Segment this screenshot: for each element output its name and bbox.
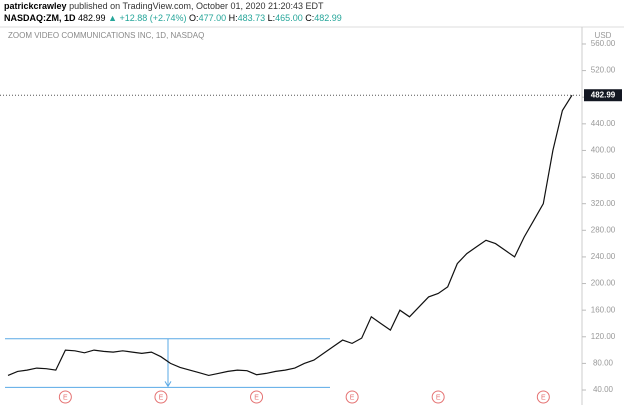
ohlc-label: L:	[268, 13, 276, 23]
author: patrickcrawley	[4, 1, 67, 11]
ohlc-value: 477.00	[199, 13, 227, 23]
y-tick-label: 80.00	[593, 359, 614, 368]
last-price-box	[584, 89, 622, 102]
ohlc-label: C:	[305, 13, 314, 23]
event-label: E	[63, 394, 68, 401]
chart-title: ZOOM VIDEO COMMUNICATIONS INC, 1D, NASDA…	[8, 31, 204, 40]
last-price-label: 482.99	[591, 90, 616, 99]
y-tick-label: 560.00	[591, 39, 616, 48]
y-tick-label: 520.00	[591, 66, 616, 75]
price-line	[7, 94, 573, 377]
event-marker	[58, 390, 72, 404]
event-label: E	[350, 394, 355, 401]
y-tick-label: 320.00	[591, 199, 616, 208]
header-line-1: patrickcrawley published on TradingView.…	[4, 1, 324, 11]
event-marker	[431, 390, 445, 404]
event-marker	[536, 390, 550, 404]
y-tick-label: 400.00	[591, 146, 616, 155]
axis-label: USD	[595, 31, 612, 40]
symbol: NASDAQ:ZM, 1D	[4, 13, 76, 23]
ohlc-value: 482.99	[314, 13, 342, 23]
event-label: E	[541, 394, 546, 401]
event-marker	[154, 390, 168, 404]
ohlc-value: 465.00	[275, 13, 303, 23]
y-tick-label: 160.00	[591, 305, 616, 314]
event-label: E	[254, 394, 259, 401]
published: published on TradingView.com, October 01…	[69, 1, 324, 11]
y-tick-label: 440.00	[591, 119, 616, 128]
ohlc-value: 483.73	[238, 13, 266, 23]
y-tick-label: 200.00	[591, 279, 616, 288]
price: 482.99	[78, 13, 106, 23]
event-label: E	[159, 394, 164, 401]
event-marker	[250, 390, 264, 404]
event-label: E	[436, 394, 441, 401]
change: ▲ +12.88 (+2.74%)	[108, 13, 186, 23]
y-tick-label: 120.00	[591, 332, 616, 341]
y-tick-label: 360.00	[591, 172, 616, 181]
y-tick-label: 240.00	[591, 252, 616, 261]
y-tick-label: 280.00	[591, 225, 616, 234]
y-tick-label: 40.00	[593, 385, 614, 394]
header-line-2: NASDAQ:ZM, 1D 482.99 ▲ +12.88 (+2.74%) O…	[4, 13, 342, 23]
measure-arrowhead	[164, 381, 172, 388]
event-marker	[345, 390, 359, 404]
ohlc-label: O:	[189, 13, 199, 23]
ohlc-label: H:	[229, 13, 238, 23]
